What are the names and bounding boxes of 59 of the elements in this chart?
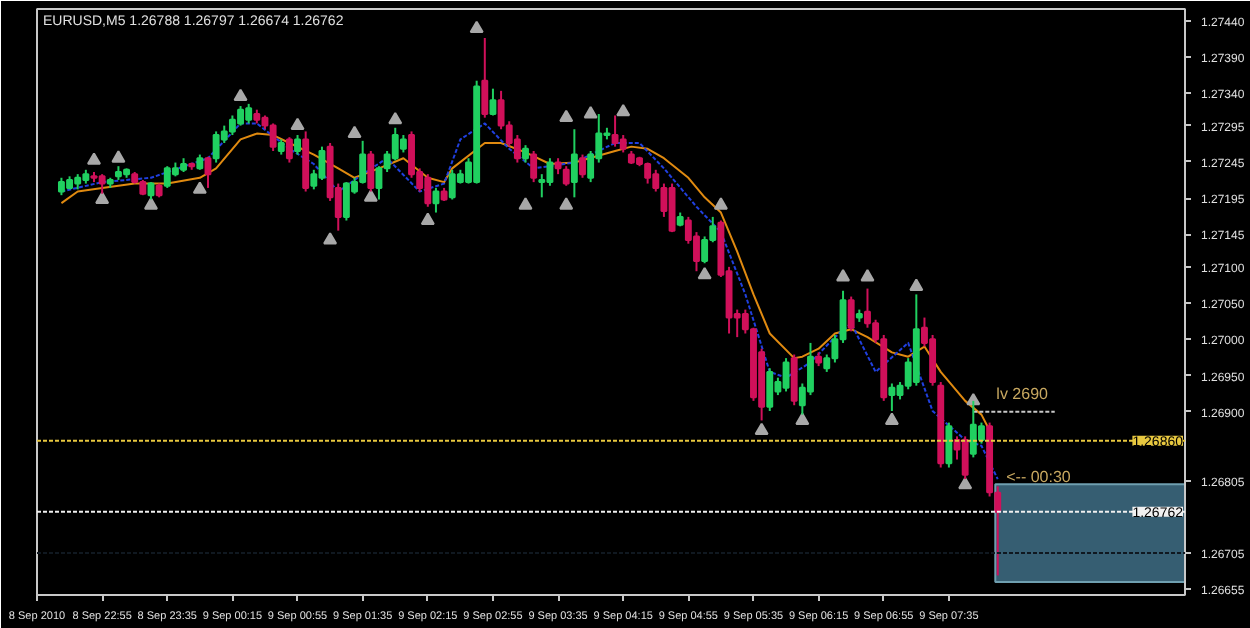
annotation: <-- 00:30 — [1006, 468, 1072, 487]
point — [697, 266, 712, 280]
point — [95, 191, 110, 204]
candlestick — [424, 173, 432, 208]
line-series — [60, 132, 991, 432]
point — [559, 109, 574, 123]
point — [469, 20, 484, 34]
candlestick — [579, 153, 586, 179]
candlestick — [269, 122, 277, 152]
point — [518, 197, 533, 210]
point — [111, 150, 126, 163]
point — [754, 422, 769, 436]
candlestick — [245, 102, 253, 125]
candlestick — [530, 149, 538, 184]
candlestick — [562, 165, 570, 187]
point — [884, 412, 899, 425]
candlestick — [668, 182, 676, 234]
candlestick — [294, 134, 301, 156]
candlestick — [237, 105, 244, 127]
candlestick — [204, 155, 212, 189]
point — [583, 106, 598, 119]
candlestick — [228, 114, 236, 137]
line-series — [60, 122, 999, 481]
candlestick — [318, 145, 326, 181]
point — [388, 111, 403, 125]
point — [363, 189, 378, 202]
candlestick — [489, 87, 497, 117]
point — [909, 278, 924, 291]
point — [958, 476, 973, 490]
candlestick — [611, 114, 619, 148]
candlestick — [212, 130, 220, 164]
point — [420, 212, 435, 225]
point — [233, 88, 248, 102]
annotation: lv 2690 — [996, 385, 1050, 404]
point — [347, 125, 362, 139]
point — [860, 269, 875, 282]
candlestick — [285, 136, 293, 164]
candlestick — [163, 165, 171, 189]
candlestick — [448, 168, 456, 201]
point — [86, 152, 101, 165]
candlestick — [790, 353, 798, 407]
point — [323, 232, 338, 245]
point — [192, 181, 207, 194]
point — [559, 197, 574, 210]
candlestick — [945, 421, 953, 469]
point — [143, 197, 158, 210]
candlestick — [888, 382, 896, 413]
point — [713, 197, 728, 210]
candlestick — [391, 126, 399, 162]
point — [836, 269, 851, 282]
point — [290, 117, 305, 131]
candlestick — [481, 36, 489, 119]
point — [795, 412, 810, 425]
candlestick — [570, 128, 578, 199]
candlestick — [847, 295, 855, 333]
candlestick — [766, 367, 774, 413]
candlestick — [342, 181, 350, 222]
candlestick — [782, 357, 790, 393]
point — [616, 103, 631, 117]
